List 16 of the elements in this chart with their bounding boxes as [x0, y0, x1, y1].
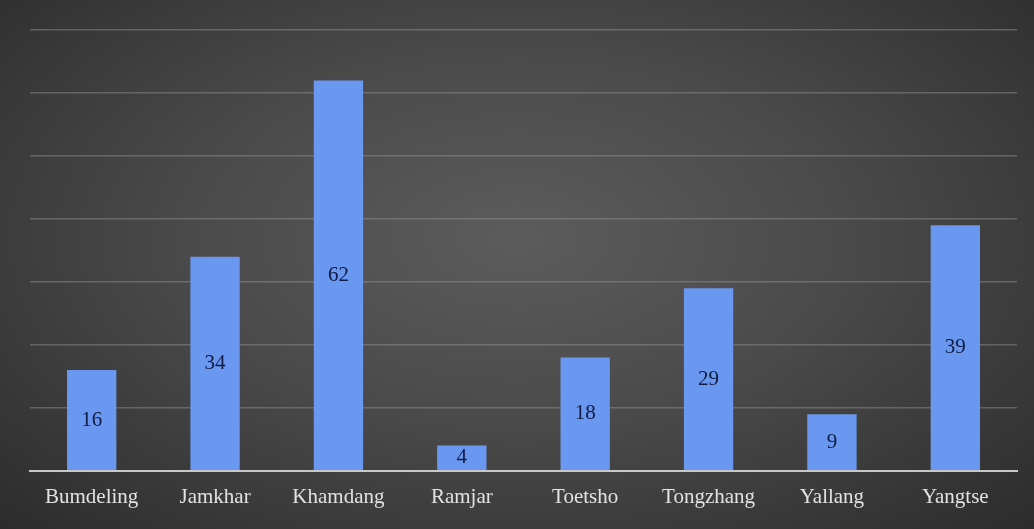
data-label: 16 [81, 406, 103, 431]
x-tick-label: Tongzhang [662, 483, 756, 508]
x-tick-label: Bumdeling [45, 483, 139, 508]
data-label: 34 [204, 349, 227, 374]
data-label: 39 [944, 334, 966, 359]
data-label: 4 [456, 444, 468, 469]
x-tick-label: Yallang [799, 483, 865, 508]
x-tick-label: Ramjar [430, 483, 493, 508]
x-tick-label: Khamdang [292, 483, 385, 508]
x-tick-label: Jamkhar [179, 483, 251, 508]
data-label: 18 [574, 400, 596, 425]
data-label: 9 [826, 428, 838, 453]
x-tick-label: Yangtse [921, 483, 989, 508]
data-label: 62 [327, 261, 349, 286]
x-tick-label: Toetsho [552, 483, 619, 508]
data-label: 29 [698, 365, 720, 390]
